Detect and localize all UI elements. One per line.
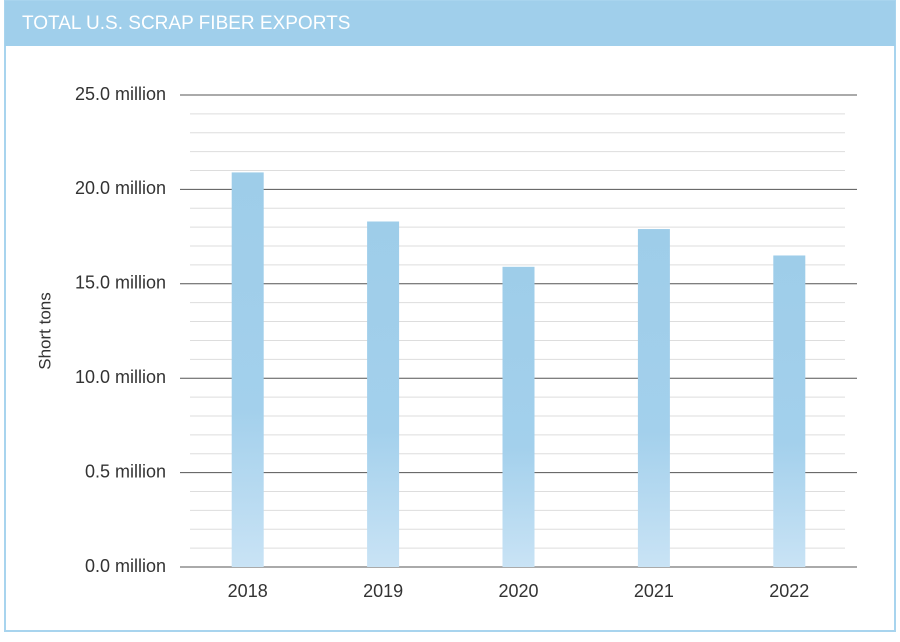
- x-tick-label: 2021: [634, 581, 674, 601]
- x-tick-label: 2022: [769, 581, 809, 601]
- bar: [367, 221, 400, 567]
- y-tick-label: 25.0 million: [75, 84, 166, 104]
- y-tick-label: 15.0 million: [75, 273, 166, 293]
- x-tick-label: 2018: [228, 581, 268, 601]
- y-tick-label: 10.0 million: [75, 367, 166, 387]
- x-tick-label: 2020: [498, 581, 538, 601]
- y-axis-label: Short tons: [35, 292, 54, 370]
- x-tick-label: 2019: [363, 581, 403, 601]
- bar: [773, 255, 806, 568]
- bar: [502, 266, 535, 567]
- chart-title: TOTAL U.S. SCRAP FIBER EXPORTS: [22, 13, 350, 34]
- y-tick-label: 0.5 million: [85, 461, 166, 481]
- y-tick-label: 20.0 million: [75, 178, 166, 198]
- title-bar: [5, 1, 895, 46]
- y-tick-label: 0.0 million: [85, 556, 166, 576]
- bar: [231, 172, 264, 567]
- frame: [4, 0, 896, 632]
- bar: [637, 229, 670, 567]
